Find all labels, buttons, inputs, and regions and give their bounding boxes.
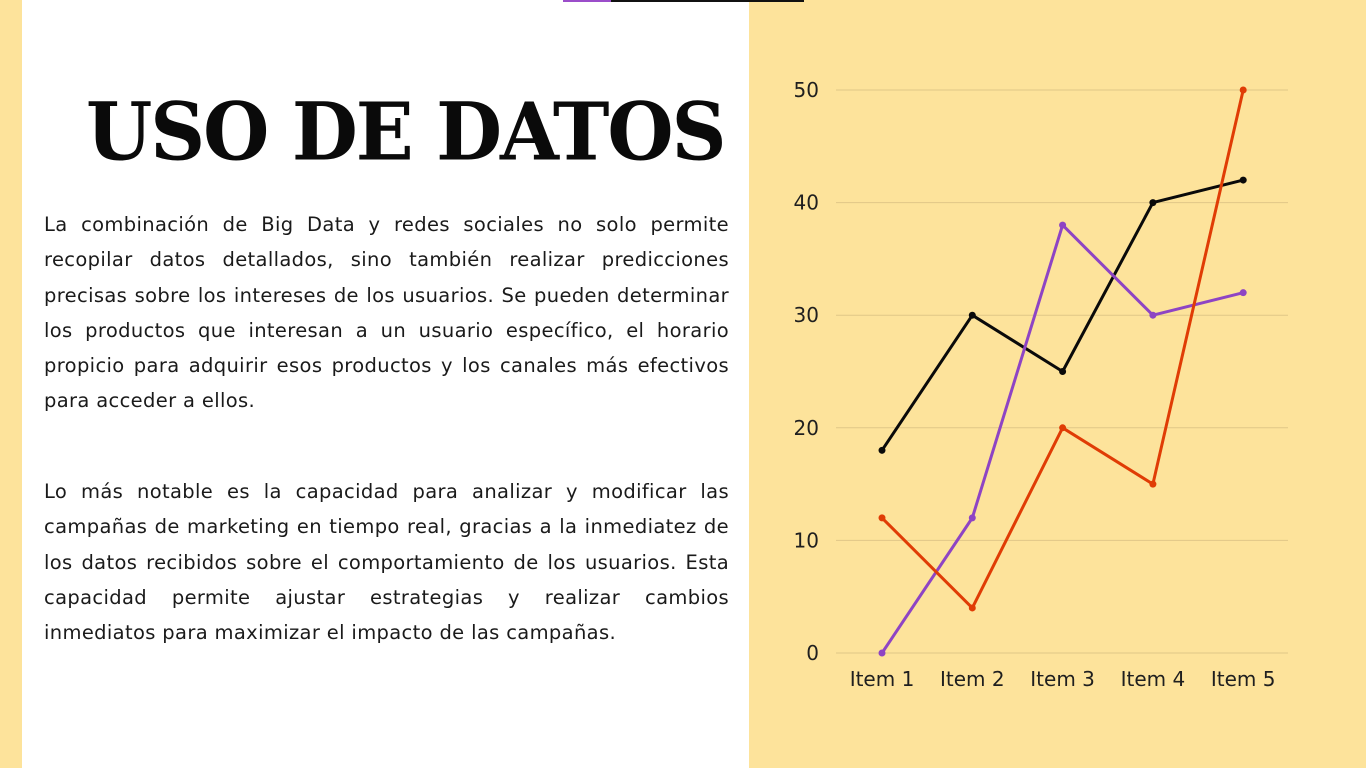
top-accent-bar-purple [563,0,611,2]
y-tick-label: 10 [794,528,819,552]
series-line [880,88,1245,610]
data-point [1149,311,1157,319]
y-tick-label: 50 [794,78,819,102]
data-point [878,649,886,657]
data-point [1059,424,1067,432]
top-accent-bar-black [611,0,804,2]
y-tick-label: 40 [794,191,819,215]
data-point [1059,221,1067,229]
left-accent-strip [0,0,22,768]
data-point [1239,176,1247,184]
x-tick-label: Item 5 [1211,667,1276,691]
x-tick-label: Item 2 [940,667,1005,691]
data-point [1149,480,1157,488]
top-accent-bar [563,0,804,2]
data-point [968,604,976,612]
chart-panel [749,0,1366,768]
x-tick-label: Item 4 [1121,667,1186,691]
data-point [1239,289,1247,297]
series-line [880,223,1245,655]
data-point [878,514,886,522]
x-tick-label: Item 1 [850,667,915,691]
data-point [878,446,886,454]
paragraph-real-time: Lo más notable es la capacidad para anal… [44,480,729,645]
paragraph-big-data: La combinación de Big Data y redes socia… [44,213,729,413]
slide-title: USO DE DATOS [86,85,726,179]
chart-series [878,86,1247,657]
y-tick-label: 30 [794,303,819,327]
y-tick-label: 0 [806,641,819,665]
chart-y-axis: 0 10 20 30 40 50 [794,78,819,665]
y-tick-label: 20 [794,416,819,440]
x-tick-label: Item 3 [1030,667,1095,691]
data-point [968,514,976,522]
data-point [968,311,976,319]
data-point [1059,368,1067,375]
chart-x-axis: Item 1 Item 2 Item 3 Item 4 Item 5 [850,667,1276,691]
chart-gridlines [836,89,1288,654]
data-point [1239,86,1247,94]
data-point [1149,199,1157,207]
text-panel [22,0,749,768]
